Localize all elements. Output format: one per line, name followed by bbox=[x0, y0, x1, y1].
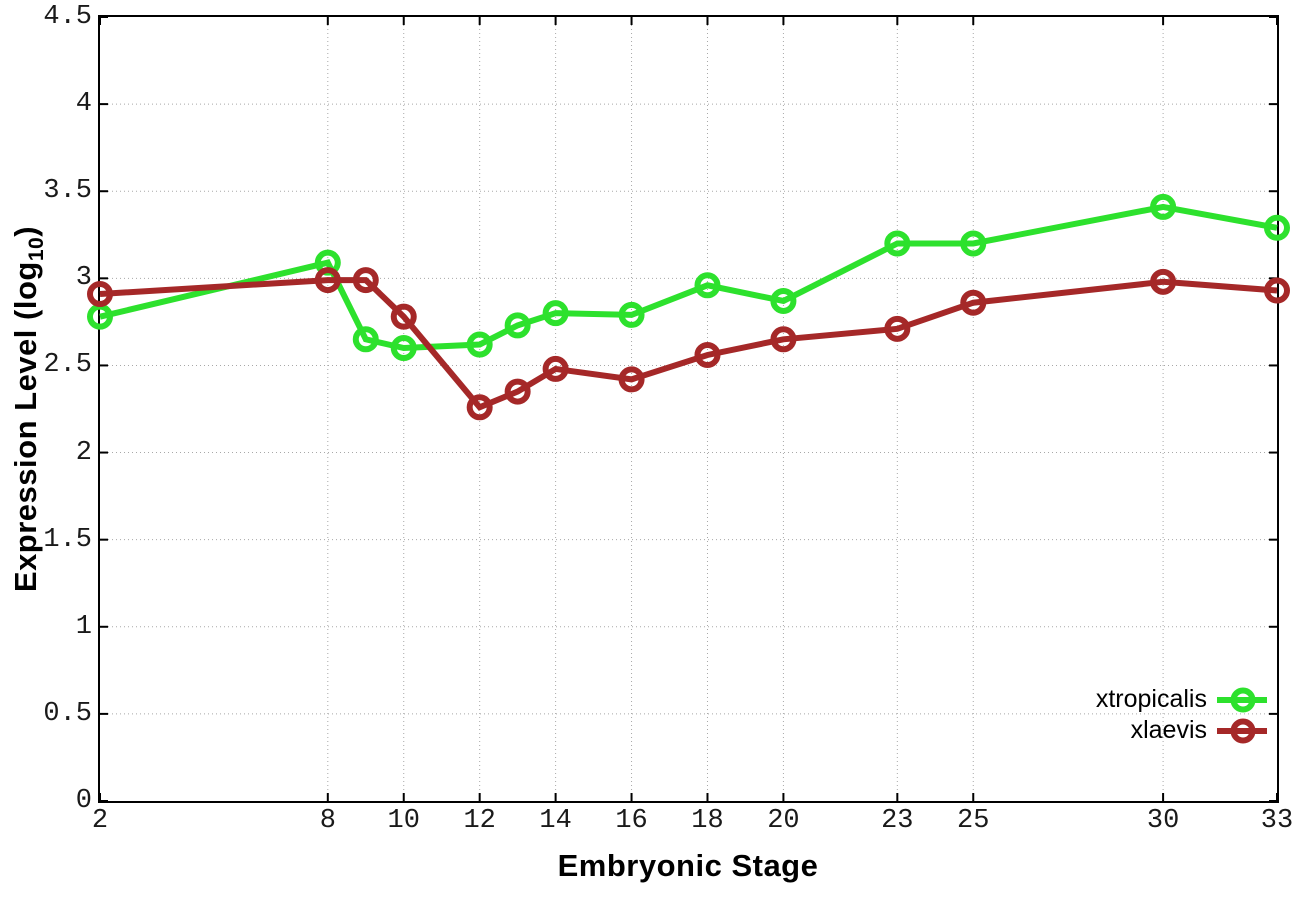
y-axis-title-subscript: 10 bbox=[25, 236, 49, 262]
data-point-xtropicalis bbox=[1264, 214, 1290, 241]
data-point-xlaevis bbox=[770, 326, 797, 353]
y-tick-label: 1 bbox=[75, 611, 92, 642]
x-tick-label: 10 bbox=[387, 806, 420, 836]
legend-label: xlaevis bbox=[1130, 716, 1207, 744]
legend: xtropicalis xlaevis bbox=[1096, 684, 1267, 746]
series-line-xtropicalis bbox=[99, 203, 1278, 352]
plot-area bbox=[87, 15, 1290, 803]
x-tick-label: 23 bbox=[881, 806, 914, 836]
plot-canvas bbox=[87, 16, 1290, 802]
data-point-xtropicalis bbox=[694, 272, 721, 299]
data-point-xtropicalis bbox=[504, 312, 531, 339]
x-tick-label: 8 bbox=[319, 806, 336, 836]
x-tick-label: 30 bbox=[1146, 806, 1180, 836]
data-point-xtropicalis bbox=[1150, 193, 1177, 220]
data-point-xlaevis bbox=[884, 315, 911, 342]
y-tick-label: 0.5 bbox=[43, 698, 92, 729]
y-tick-label: 4.5 bbox=[43, 2, 92, 32]
data-point-xtropicalis bbox=[542, 300, 569, 327]
y-tick-label: 2.5 bbox=[43, 350, 92, 381]
x-tick-label: 18 bbox=[691, 806, 724, 836]
x-tick-label: 20 bbox=[767, 806, 800, 836]
data-point-xlaevis bbox=[1150, 268, 1177, 295]
data-point-xtropicalis bbox=[770, 287, 797, 314]
legend-item-xtropicalis: xtropicalis bbox=[1096, 684, 1267, 715]
y-tick-label: 2 bbox=[75, 437, 92, 468]
data-point-xtropicalis bbox=[618, 301, 645, 328]
legend-label: xtropicalis bbox=[1095, 685, 1207, 713]
data-point-xlaevis bbox=[352, 267, 379, 294]
x-tick-label: 16 bbox=[615, 806, 648, 836]
x-axis-title: Embryonic Stage bbox=[557, 848, 819, 883]
y-axis-title-text: Expression Level (log bbox=[8, 261, 43, 593]
data-point-xtropicalis bbox=[390, 335, 417, 362]
y-axis-title-close: ) bbox=[8, 225, 43, 237]
data-point-xtropicalis bbox=[960, 230, 987, 257]
data-point-xtropicalis bbox=[352, 326, 379, 353]
x-tick-label: 2 bbox=[91, 806, 109, 836]
data-point-xlaevis bbox=[960, 289, 987, 316]
data-point-xtropicalis bbox=[466, 331, 493, 358]
x-tick-label: 14 bbox=[539, 806, 572, 836]
x-tick-label: 33 bbox=[1260, 806, 1294, 836]
data-point-xlaevis bbox=[466, 394, 493, 421]
legend-item-xlaevis: xlaevis bbox=[1096, 715, 1267, 746]
legend-marker-icon bbox=[1217, 687, 1267, 712]
data-point-xlaevis bbox=[694, 341, 721, 368]
data-point-xlaevis bbox=[87, 281, 113, 308]
x-tick-label: 12 bbox=[463, 806, 496, 836]
y-tick-label: 3 bbox=[75, 263, 92, 294]
y-tick-label: 0 bbox=[75, 786, 92, 816]
data-point-xlaevis bbox=[504, 378, 531, 405]
series-line-xlaevis bbox=[99, 277, 1278, 411]
data-point-xlaevis bbox=[390, 303, 417, 330]
y-axis-title: Expression Level (log10) bbox=[8, 225, 48, 593]
y-tick-label: 4 bbox=[75, 89, 92, 120]
x-tick-label: 25 bbox=[957, 806, 990, 836]
legend-marker-icon bbox=[1217, 718, 1267, 743]
data-point-xlaevis bbox=[314, 267, 341, 294]
y-tick-label: 3.5 bbox=[43, 176, 92, 207]
data-point-xtropicalis bbox=[884, 230, 911, 257]
data-point-xlaevis bbox=[618, 366, 645, 393]
data-point-xlaevis bbox=[542, 355, 569, 382]
y-tick-label: 1.5 bbox=[43, 524, 92, 555]
data-point-xlaevis bbox=[1264, 277, 1290, 304]
